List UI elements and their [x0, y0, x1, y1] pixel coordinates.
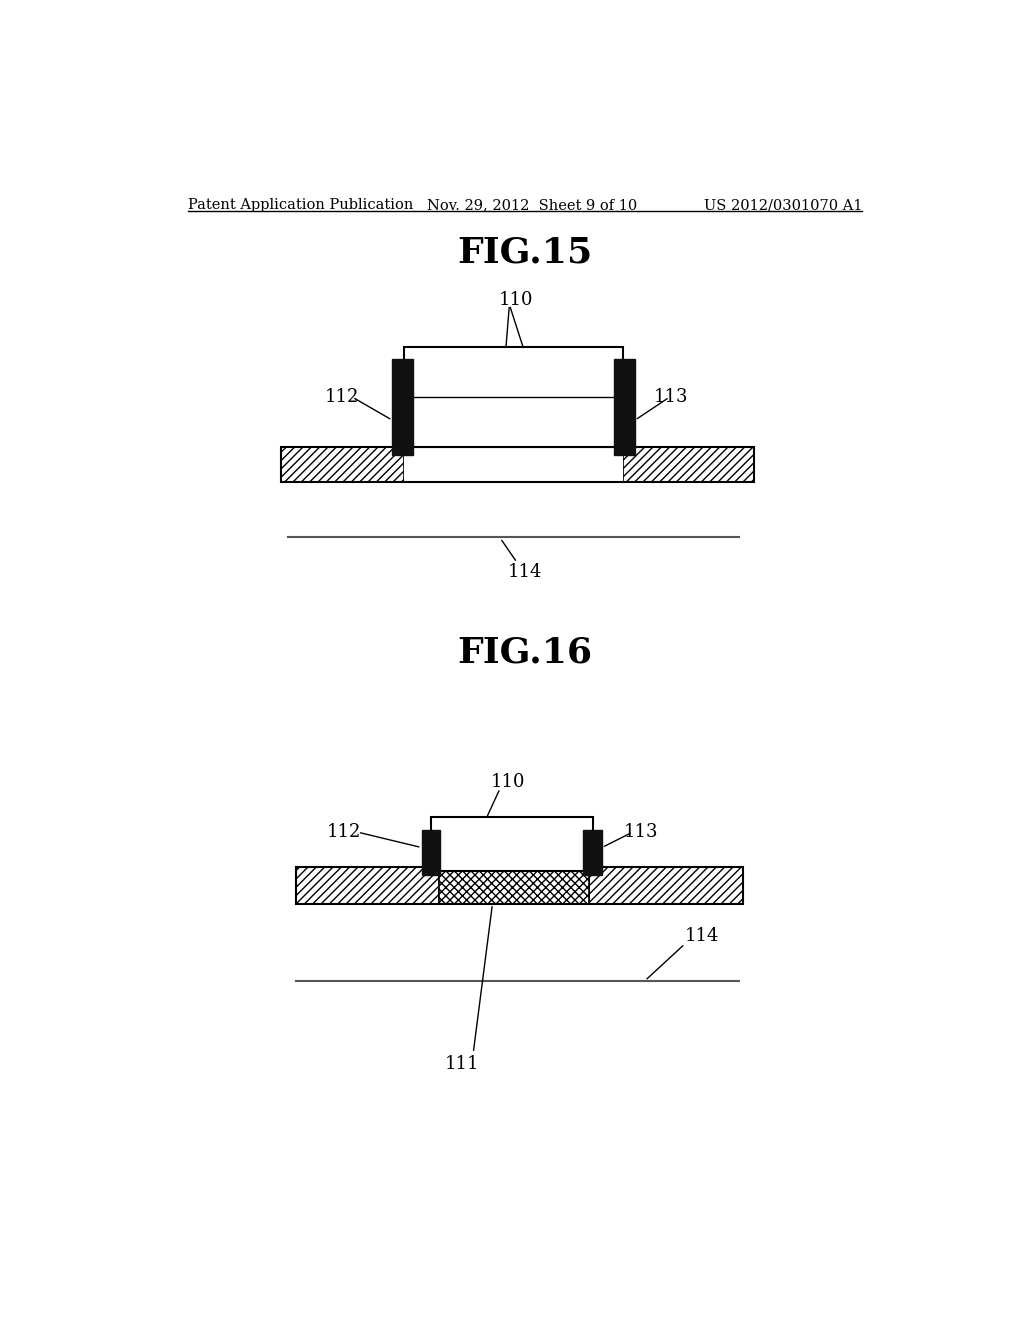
Bar — [392, 359, 413, 455]
Bar — [422, 830, 440, 875]
Text: 114: 114 — [508, 562, 543, 581]
Bar — [589, 867, 742, 904]
Bar — [403, 347, 624, 447]
Text: 113: 113 — [654, 388, 689, 407]
Text: FIG.16: FIG.16 — [458, 636, 592, 669]
Bar — [296, 867, 742, 904]
Text: 111: 111 — [444, 1056, 479, 1073]
Bar — [296, 867, 438, 904]
Text: Nov. 29, 2012  Sheet 9 of 10: Nov. 29, 2012 Sheet 9 of 10 — [427, 198, 637, 213]
Bar — [281, 447, 403, 482]
Bar — [624, 447, 755, 482]
Text: FIG.15: FIG.15 — [457, 235, 593, 269]
Bar — [281, 447, 755, 482]
Bar — [403, 447, 624, 482]
Bar — [438, 867, 589, 904]
Text: US 2012/0301070 A1: US 2012/0301070 A1 — [703, 198, 862, 213]
Bar — [614, 359, 635, 455]
Text: 110: 110 — [490, 774, 525, 791]
Text: 110: 110 — [499, 290, 534, 309]
Text: 114: 114 — [685, 927, 719, 945]
Text: 113: 113 — [624, 824, 657, 841]
Text: 112: 112 — [325, 388, 359, 407]
Bar — [584, 830, 602, 875]
Text: 112: 112 — [327, 824, 361, 841]
Text: Patent Application Publication: Patent Application Publication — [188, 198, 414, 213]
Bar — [431, 817, 593, 871]
